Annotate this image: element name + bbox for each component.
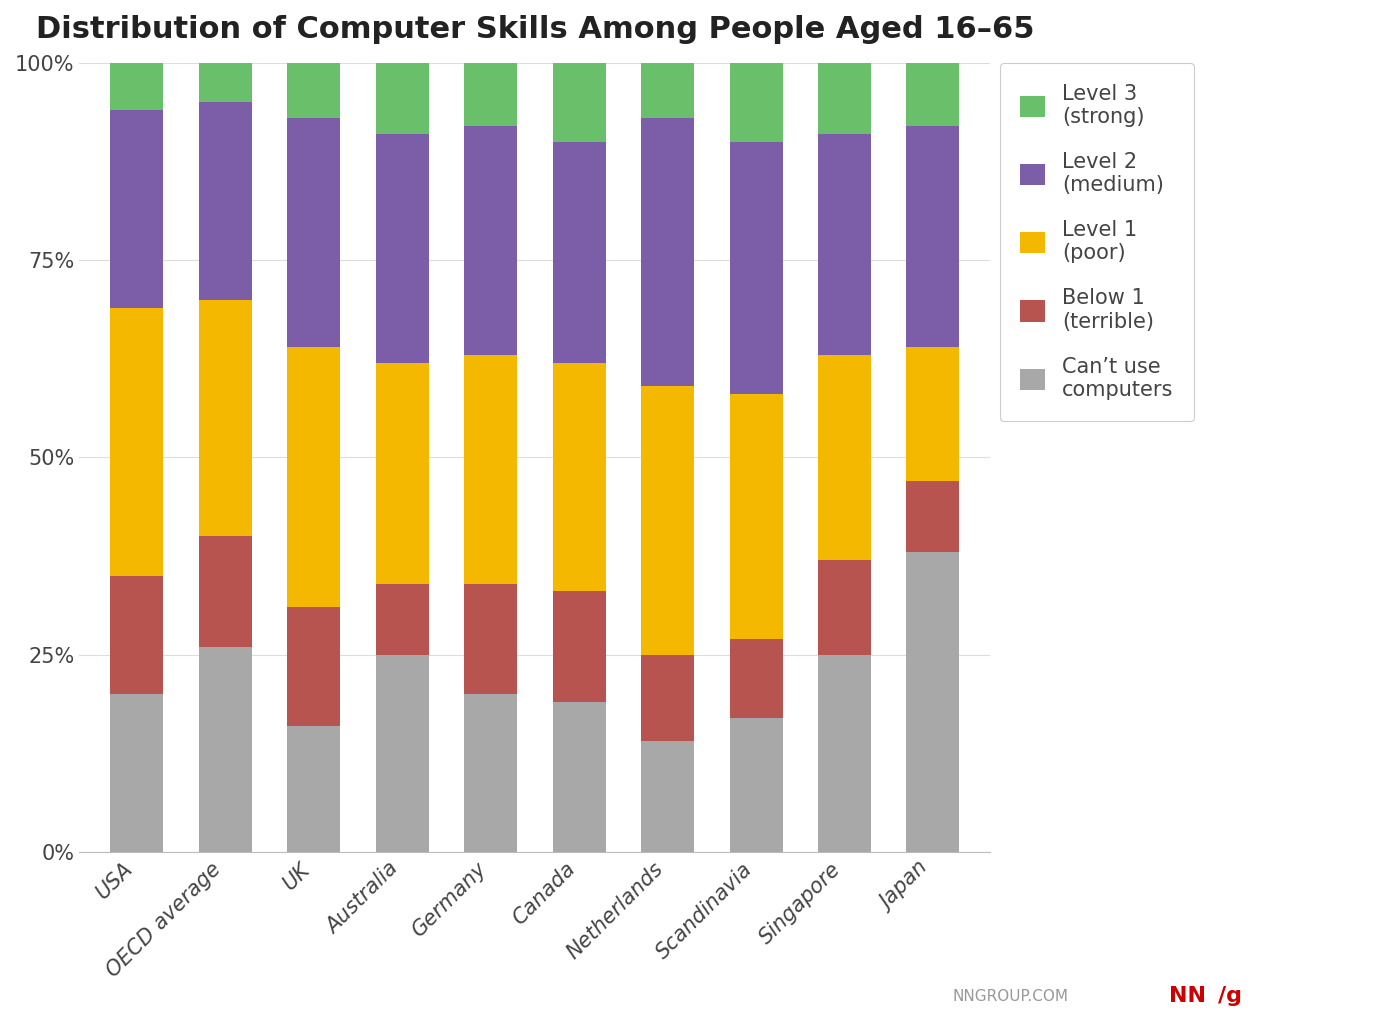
Bar [287, 63, 340, 118]
Legend: Level 3
(strong), Level 2
(medium), Level 1
(poor), Below 1
(terrible), Can’t us: Level 3 (strong), Level 2 (medium), Leve… [1000, 63, 1194, 421]
Title: Distribution of Computer Skills Among People Aged 16–65: Distribution of Computer Skills Among Pe… [35, 15, 1035, 44]
Bar [287, 608, 340, 725]
Bar [111, 308, 164, 576]
Bar [906, 552, 959, 851]
Bar [199, 300, 252, 536]
Bar [465, 355, 517, 583]
Bar [906, 481, 959, 552]
Bar [375, 583, 428, 654]
Bar [465, 63, 517, 126]
Text: NNGROUP.COM: NNGROUP.COM [952, 989, 1068, 1004]
Bar [818, 134, 871, 355]
Bar [818, 63, 871, 134]
Bar [818, 654, 871, 851]
Bar [641, 118, 694, 386]
Bar [375, 363, 428, 583]
Bar [375, 654, 428, 851]
Bar [906, 346, 959, 481]
Bar [553, 363, 606, 591]
Bar [465, 694, 517, 851]
Bar [729, 63, 783, 142]
Bar [199, 646, 252, 851]
Bar [729, 639, 783, 717]
Bar [729, 142, 783, 394]
Bar [553, 63, 606, 142]
Bar [553, 591, 606, 702]
Bar [199, 103, 252, 300]
Bar [641, 654, 694, 742]
Bar [641, 742, 694, 851]
Bar [465, 126, 517, 355]
Bar [906, 126, 959, 346]
Bar [729, 717, 783, 851]
Bar [111, 694, 164, 851]
Bar [111, 576, 164, 694]
Bar [375, 134, 428, 363]
Text: NN: NN [1169, 986, 1205, 1006]
Bar [729, 394, 783, 639]
Bar [111, 63, 164, 111]
Bar [199, 536, 252, 646]
Bar [465, 583, 517, 694]
Bar [111, 111, 164, 308]
Bar [287, 725, 340, 851]
Bar [641, 386, 694, 654]
Bar [818, 560, 871, 654]
Bar [553, 702, 606, 851]
Bar [553, 142, 606, 363]
Bar [375, 63, 428, 134]
Bar [287, 346, 340, 608]
Bar [818, 355, 871, 560]
Text: /g: /g [1218, 986, 1242, 1006]
Bar [641, 63, 694, 118]
Bar [287, 118, 340, 346]
Bar [199, 63, 252, 103]
Bar [906, 63, 959, 126]
